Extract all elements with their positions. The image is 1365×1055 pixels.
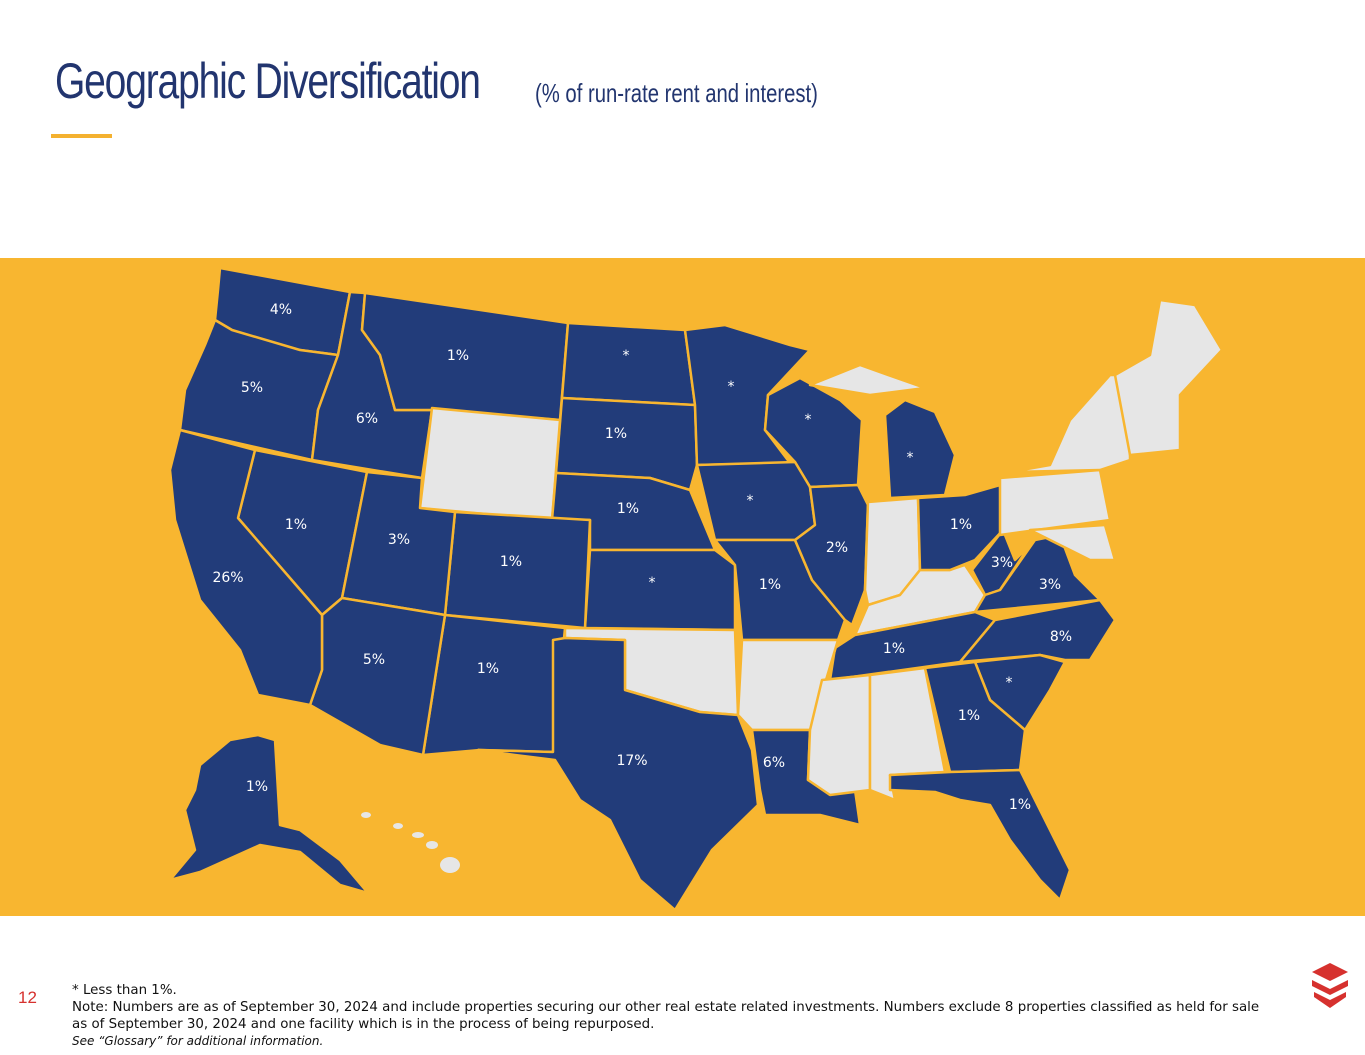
state-label: 3% [388, 532, 410, 548]
state-label: 1% [950, 517, 972, 533]
footnote: Note: Numbers are as of September 30, 20… [72, 1000, 1260, 1032]
state-label: 1% [759, 577, 781, 593]
state-unlabeled [1008, 373, 1132, 474]
state [958, 598, 1117, 664]
state-label: 1% [477, 661, 499, 677]
state [916, 483, 1005, 572]
state-label: * [623, 348, 630, 364]
state-label: 8% [1050, 629, 1072, 645]
state-unlabeled [998, 468, 1112, 537]
state [308, 596, 447, 757]
state-label: 17% [616, 753, 647, 769]
state-label: 1% [958, 708, 980, 724]
state-label: * [1006, 675, 1013, 691]
title: Geographic Diversification [55, 53, 481, 109]
state-label: 1% [617, 501, 639, 517]
state-label: 5% [241, 380, 263, 396]
footnote: * Less than 1%. [72, 983, 177, 998]
state-label: 1% [246, 779, 268, 795]
title-block: Geographic Diversification (% of run-rat… [55, 52, 818, 110]
state-label: * [747, 493, 754, 509]
state-label: 1% [605, 426, 627, 442]
island [426, 841, 438, 849]
state-label: * [728, 379, 735, 395]
state-label: 3% [1039, 577, 1061, 593]
state [888, 768, 1072, 902]
state-label: * [649, 575, 656, 591]
state-label: 1% [883, 641, 905, 657]
state-label: 2% [826, 540, 848, 556]
state [793, 483, 870, 627]
state [443, 510, 592, 630]
state [168, 428, 324, 707]
state-label: 4% [270, 302, 292, 318]
island [361, 812, 371, 818]
state-label: 5% [363, 652, 385, 668]
state-unlabeled [1028, 523, 1117, 562]
state-unlabeled [1113, 298, 1224, 457]
state [560, 321, 697, 407]
state [583, 548, 737, 632]
page-number: 12 [18, 988, 37, 1007]
state-label: 6% [763, 755, 785, 771]
logo [1312, 963, 1348, 1008]
state-label: 1% [285, 517, 307, 533]
reference-note: See “Glossary” for additional informatio… [72, 1034, 324, 1048]
island [393, 823, 403, 829]
state [883, 398, 957, 500]
accent-rule [51, 134, 112, 138]
footnotes: * Less than 1%. Note: Numbers are as of … [72, 982, 1262, 1050]
state [168, 733, 370, 895]
state-label: 1% [1009, 797, 1031, 813]
state-unlabeled [808, 363, 927, 397]
island [440, 857, 460, 873]
state-label: 1% [500, 554, 522, 570]
state-label: 26% [212, 570, 243, 586]
state-label: 6% [356, 411, 378, 427]
state [476, 636, 760, 912]
state-label: * [907, 450, 914, 466]
state [421, 613, 567, 757]
state-label: 1% [447, 348, 469, 364]
state-label: * [805, 412, 812, 428]
state-unlabeled [418, 406, 562, 522]
state-label: 3% [991, 555, 1013, 571]
state [695, 460, 817, 542]
island [412, 832, 424, 838]
subtitle: (% of run-rate rent and interest) [535, 78, 818, 108]
